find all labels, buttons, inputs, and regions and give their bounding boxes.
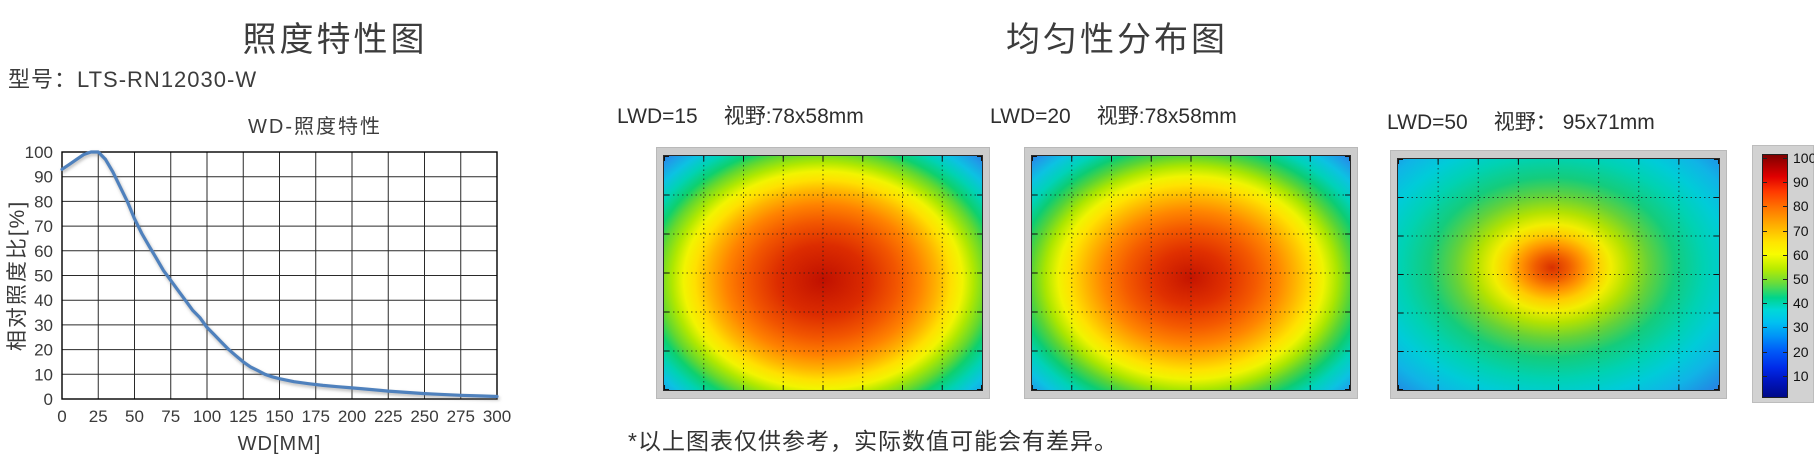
x-tick-label: 100 — [193, 407, 221, 426]
x-tick-label: 250 — [410, 407, 438, 426]
colorbar-tick-mark — [1763, 327, 1767, 329]
colorbar-tick-mark — [1763, 254, 1767, 256]
x-tick-label: 200 — [338, 407, 366, 426]
colorbar-tick-mark — [1763, 206, 1767, 208]
x-tick-label: 300 — [483, 407, 511, 426]
colorbar-tick-label: 70 — [1793, 222, 1809, 239]
colorbar-tick-label: 100 — [1793, 150, 1814, 166]
line-chart-title: WD-照度特性 — [248, 116, 382, 138]
lwd-label: LWD=50 — [1387, 111, 1468, 134]
colorbar-tick-label: 30 — [1793, 319, 1809, 336]
y-tick-label: 90 — [34, 168, 53, 187]
footer-note: *以上图表仅供参考，实际数值可能会有差异。 — [628, 428, 1118, 454]
y-axis-title: 相对照度比[%] — [6, 200, 29, 351]
fov-label: 视野:78x58mm — [1096, 105, 1237, 128]
colorbar-tick-mark — [1783, 158, 1787, 159]
y-tick-label: 20 — [34, 341, 53, 360]
heatmap-panel-lwd15 — [656, 147, 990, 399]
colorbar-tick-mark — [1783, 351, 1787, 353]
y-tick-label: 30 — [34, 316, 53, 335]
heatmap-panel-lwd50 — [1390, 150, 1727, 399]
y-tick-label: 10 — [34, 365, 53, 384]
fov-label: 视野： 95x71mm — [1493, 111, 1655, 134]
heatmap-grid — [1398, 159, 1719, 390]
illuminance-section-title: 照度特性图 — [242, 21, 428, 59]
x-tick-label: 25 — [89, 407, 108, 426]
colorbar-tick-label: 50 — [1793, 271, 1809, 287]
y-tick-label: 60 — [34, 242, 53, 261]
colorbar-tick-mark — [1783, 230, 1787, 232]
y-tick-label: 40 — [34, 291, 53, 310]
colorbar: 100 90 80 70 60 50 40 30 20 10 — [1752, 145, 1814, 403]
colorbar-tick-mark — [1783, 327, 1787, 329]
x-tick-label: 0 — [57, 407, 66, 426]
x-tick-label: 225 — [374, 407, 402, 426]
x-axis-title: WD[MM] — [238, 433, 322, 455]
colorbar-tick-mark — [1783, 303, 1787, 305]
colorbar-tick-label: 60 — [1793, 246, 1809, 263]
wd-illuminance-line-chart: 0 25 50 75 100 125 150 175 200 225 250 275 300 0 10 20 3… — [6, 143, 511, 455]
x-tick-label: 75 — [161, 407, 180, 426]
fov-label: 视野:78x58mm — [723, 105, 864, 128]
model-number: 型号：LTS-RN12030-W — [8, 67, 258, 92]
colorbar-tick-label: 80 — [1793, 198, 1809, 215]
heatmap-plot-lwd15 — [663, 155, 983, 391]
heatmap-caption-lwd20: LWD=20 视野:78x58mm — [990, 100, 1237, 130]
plot-frame — [61, 151, 498, 400]
colorbar-tick-mark — [1763, 182, 1767, 184]
colorbar-tick-mark — [1763, 158, 1767, 159]
colorbar-tick-mark — [1763, 351, 1767, 353]
illuminance-curve — [60, 150, 499, 399]
x-tick-label: 50 — [125, 407, 144, 426]
heatmap-panel-lwd20 — [1024, 147, 1358, 399]
x-tick-label: 125 — [229, 407, 257, 426]
colorbar-tick-mark — [1763, 375, 1767, 377]
colorbar-gradient — [1762, 154, 1788, 398]
lwd-label: LWD=20 — [990, 105, 1071, 128]
heatmap-plot-lwd50 — [1397, 158, 1720, 391]
heatmap-caption-lwd15: LWD=15 视野:78x58mm — [617, 100, 864, 130]
lwd-label: LWD=15 — [617, 105, 698, 128]
colorbar-tick-mark — [1783, 206, 1787, 208]
y-tick-label: 70 — [34, 217, 53, 236]
y-tick-label: 100 — [25, 143, 53, 162]
x-tick-label: 175 — [302, 407, 330, 426]
colorbar-tick-label: 10 — [1793, 367, 1809, 384]
colorbar-tick-mark — [1763, 230, 1767, 232]
y-tick-label: 0 — [44, 390, 53, 409]
uniformity-section-title: 均匀性分布图 — [1006, 21, 1228, 59]
colorbar-tick-label: 90 — [1793, 174, 1809, 191]
colorbar-tick-mark — [1783, 375, 1787, 377]
heatmap-grid — [664, 156, 982, 390]
heatmap-caption-lwd50: LWD=50 视野： 95x71mm — [1387, 106, 1655, 136]
y-tick-label: 80 — [34, 192, 53, 211]
heatmap-plot-lwd20 — [1031, 155, 1351, 391]
colorbar-tick-label: 20 — [1793, 343, 1809, 360]
y-tick-label: 50 — [34, 267, 53, 286]
colorbar-tick-mark — [1783, 279, 1787, 280]
x-tick-label: 275 — [447, 407, 475, 426]
colorbar-tick-mark — [1783, 182, 1787, 184]
colorbar-tick-mark — [1763, 279, 1767, 280]
colorbar-tick-mark — [1783, 254, 1787, 256]
x-tick-label: 150 — [265, 407, 293, 426]
colorbar-tick-mark — [1763, 303, 1767, 305]
colorbar-tick-label: 40 — [1793, 295, 1809, 312]
heatmap-grid — [1032, 156, 1350, 390]
